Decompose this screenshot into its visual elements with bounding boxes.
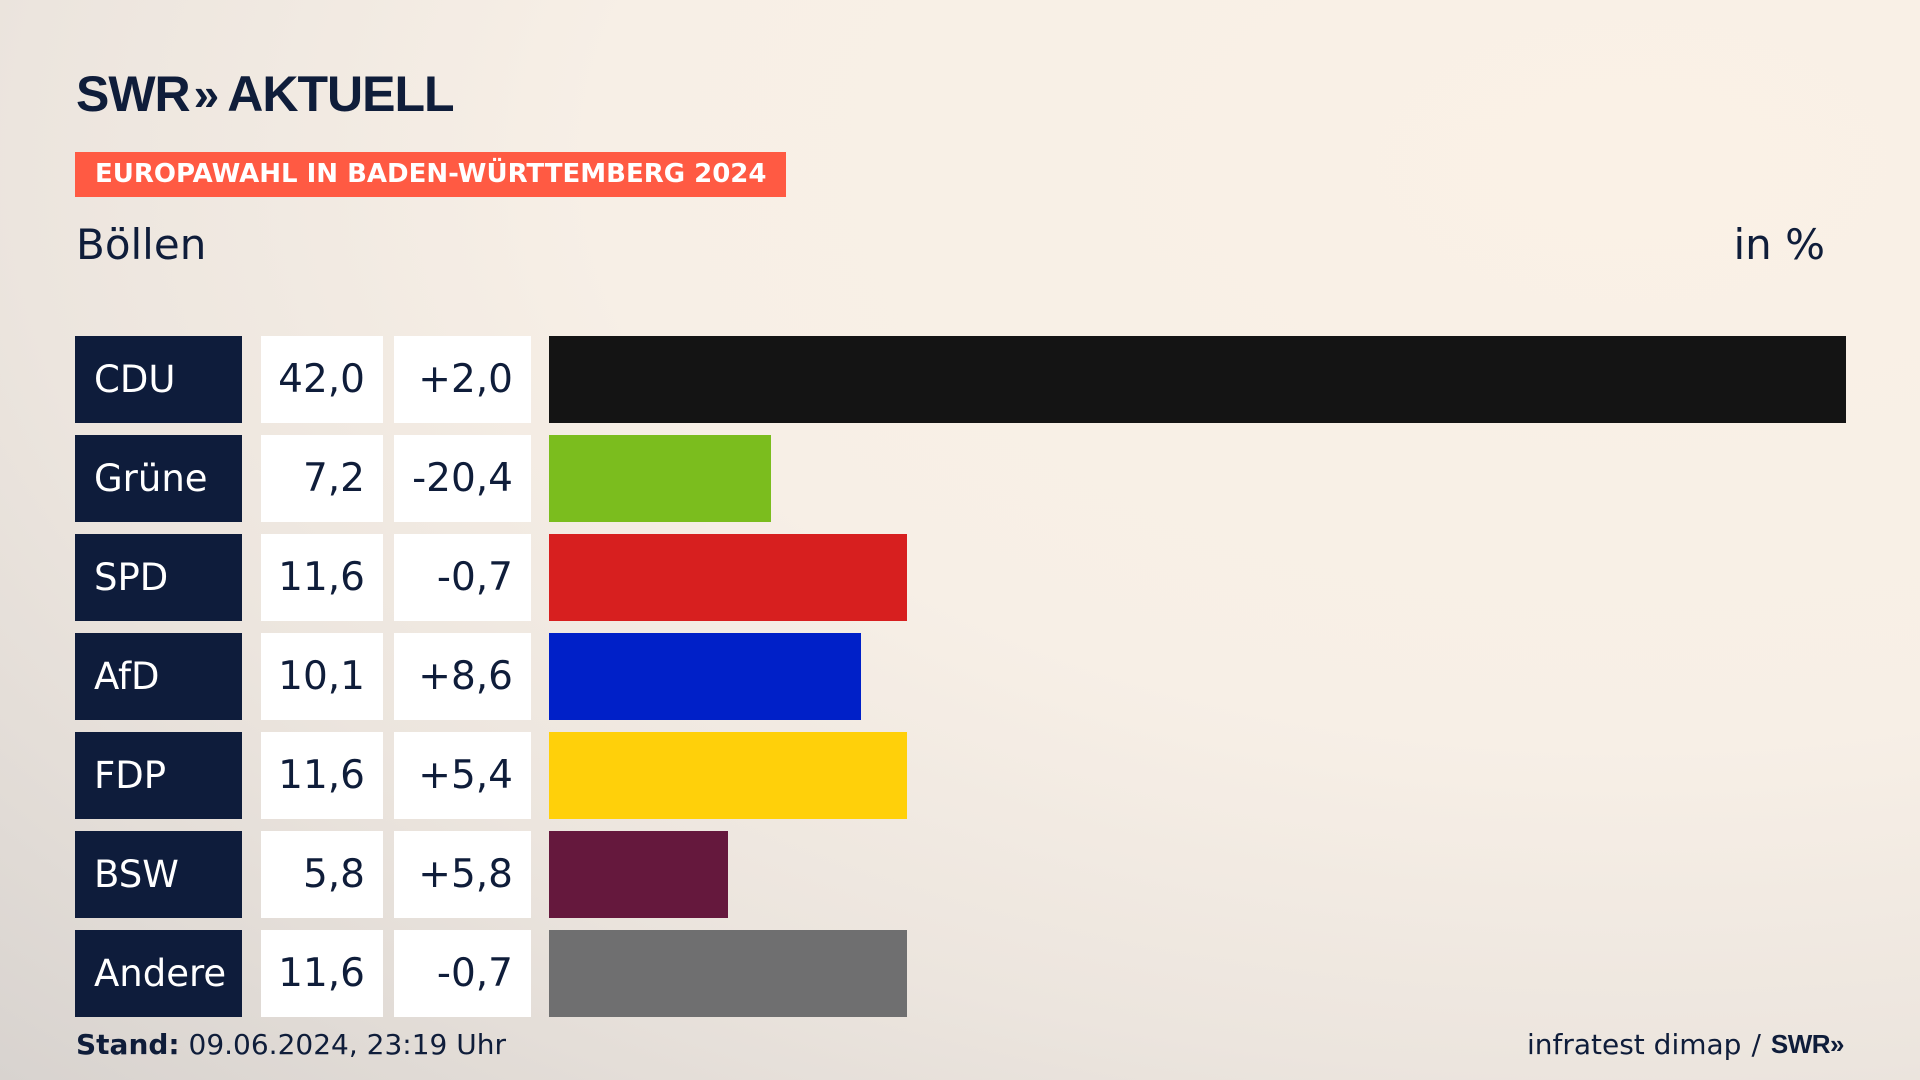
vote-change-value: -0,7 bbox=[394, 930, 531, 1017]
vote-share-value: 7,2 bbox=[261, 435, 383, 522]
chevron-double-icon: » bbox=[193, 68, 219, 120]
source-name: infratest dimap bbox=[1526, 1028, 1742, 1061]
bar-fdp bbox=[549, 732, 907, 819]
vote-share-value: 11,6 bbox=[261, 930, 383, 1017]
vote-share-value: 5,8 bbox=[261, 831, 383, 918]
logo-aktuell-text: AKTUELL bbox=[227, 66, 454, 122]
party-label: Grüne bbox=[75, 435, 242, 522]
vote-share-value: 11,6 bbox=[261, 732, 383, 819]
source-credit: infratest dimap / SWR» bbox=[1526, 1028, 1845, 1061]
vote-change-value: -20,4 bbox=[394, 435, 531, 522]
party-label: FDP bbox=[75, 732, 242, 819]
election-banner: EUROPAWAHL IN BADEN-WÜRTTEMBERG 2024 bbox=[75, 152, 787, 197]
party-label: CDU bbox=[75, 336, 242, 423]
vote-share-value: 11,6 bbox=[261, 534, 383, 621]
timestamp: Stand: 09.06.2024, 23:19 Uhr bbox=[76, 1028, 506, 1061]
logo-swr-text: SWR bbox=[76, 66, 191, 122]
party-label: Andere bbox=[75, 930, 242, 1017]
vote-change-value: +8,6 bbox=[394, 633, 531, 720]
bar-cdu bbox=[549, 336, 1846, 423]
vote-change-value: -0,7 bbox=[394, 534, 531, 621]
party-label: SPD bbox=[75, 534, 242, 621]
vote-change-value: +5,8 bbox=[394, 831, 531, 918]
bar-afd bbox=[549, 633, 861, 720]
stand-label: Stand: bbox=[76, 1028, 180, 1061]
bar-spd bbox=[549, 534, 907, 621]
vote-share-value: 42,0 bbox=[261, 336, 383, 423]
swr-aktuell-logo: SWR » AKTUELL bbox=[76, 64, 455, 124]
bar-bsw bbox=[549, 831, 728, 918]
party-label: AfD bbox=[75, 633, 242, 720]
stand-value: 09.06.2024, 23:19 Uhr bbox=[179, 1028, 506, 1061]
source-separator: / bbox=[1751, 1028, 1761, 1061]
municipality-title: Böllen bbox=[76, 220, 207, 269]
vote-change-value: +2,0 bbox=[394, 336, 531, 423]
bar-grne bbox=[549, 435, 771, 522]
vote-share-value: 10,1 bbox=[261, 633, 383, 720]
bar-andere bbox=[549, 930, 907, 1017]
swr-mini-logo: SWR» bbox=[1770, 1029, 1845, 1059]
unit-label: in % bbox=[1733, 220, 1825, 269]
vote-change-value: +5,4 bbox=[394, 732, 531, 819]
party-label: BSW bbox=[75, 831, 242, 918]
